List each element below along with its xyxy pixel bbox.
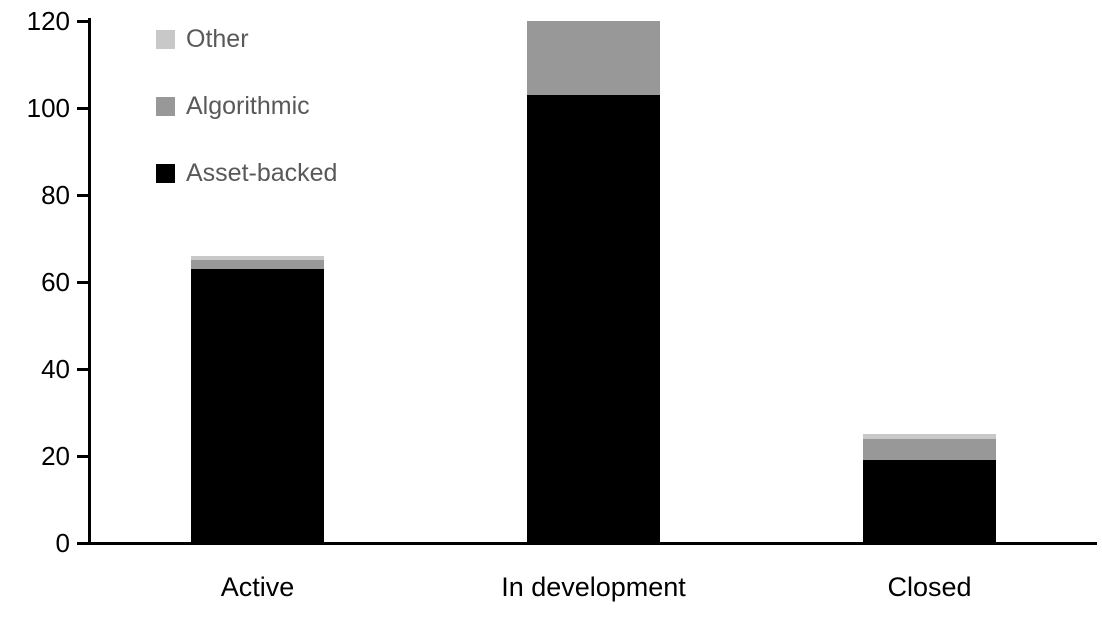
y-tick-label: 20 xyxy=(41,441,70,471)
bar-segment-asset-backed xyxy=(527,94,660,543)
x-axis-line xyxy=(77,542,1097,545)
y-tick-label: 120 xyxy=(26,6,70,36)
legend-entry-algorithmic: Algorithmic xyxy=(156,92,310,121)
legend-swatch-asset-backed-icon xyxy=(156,164,175,183)
bar-active xyxy=(191,255,324,543)
bar-segment-algorithmic xyxy=(191,260,324,269)
x-axis-label-active: Active xyxy=(220,572,295,602)
y-tick-mark xyxy=(77,454,90,458)
legend-swatch-algorithmic-icon xyxy=(156,97,175,116)
x-axis-label-closed: Closed xyxy=(887,572,972,602)
bar-in-development xyxy=(527,21,660,543)
y-tick-label: 60 xyxy=(41,267,70,297)
y-tick-label: 80 xyxy=(41,180,70,210)
bar-closed xyxy=(863,434,996,543)
bar-segment-other xyxy=(191,255,324,261)
y-tick-mark xyxy=(77,541,90,545)
legend-entry-other: Other xyxy=(156,25,249,54)
y-tick-label: 40 xyxy=(41,354,70,384)
bar-segment-other xyxy=(863,434,996,439)
bar-segment-algorithmic xyxy=(863,438,996,461)
legend-label: Algorithmic xyxy=(186,92,310,120)
y-tick-mark xyxy=(77,193,90,197)
y-tick-mark xyxy=(77,280,90,284)
y-tick-mark xyxy=(77,106,90,110)
y-tick-label: 0 xyxy=(55,528,70,558)
y-tick-mark xyxy=(77,19,90,23)
bar-segment-asset-backed xyxy=(191,268,324,543)
y-tick-label: 100 xyxy=(26,93,70,123)
x-axis-label-in-development: In development xyxy=(501,572,686,602)
bar-segment-algorithmic xyxy=(527,21,660,95)
bar-segment-asset-backed xyxy=(863,460,996,543)
y-tick-mark xyxy=(77,367,90,371)
legend-swatch-other-icon xyxy=(156,30,175,49)
legend-entry-asset-backed: Asset-backed xyxy=(156,159,337,188)
legend-label: Asset-backed xyxy=(186,159,338,187)
legend-label: Other xyxy=(186,25,249,53)
